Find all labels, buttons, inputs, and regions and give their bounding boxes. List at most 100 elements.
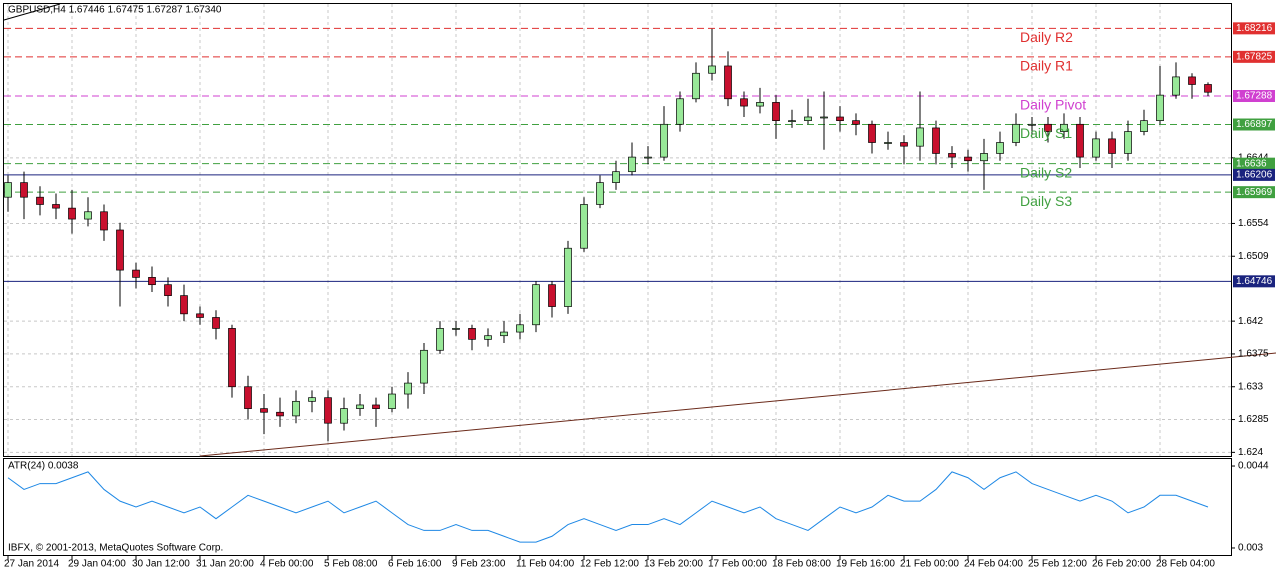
level-name: Daily R2 (1020, 29, 1073, 45)
candle-body (1060, 123, 1068, 132)
x-tick-label: 21 Feb 00:00 (900, 559, 959, 570)
candle-body (1012, 123, 1020, 143)
candle-body (36, 196, 44, 205)
candle-body (52, 204, 60, 209)
candle-body (900, 142, 908, 147)
y-tick-label: 1.624 (1238, 447, 1263, 458)
x-tick-label: 11 Feb 04:00 (516, 559, 575, 570)
indicator-title: ATR(24) 0.0038 (8, 461, 79, 472)
candle-body (804, 116, 812, 121)
candle-body (132, 269, 140, 278)
x-tick-label: 5 Feb 08:00 (324, 559, 378, 570)
candle-body (948, 153, 956, 158)
candle-body (1044, 123, 1052, 132)
candle-body (1108, 138, 1116, 154)
level-label: 1.67288 (1236, 91, 1273, 102)
x-tick-label: 28 Feb 04:00 (1156, 559, 1215, 570)
candle-body (756, 102, 764, 107)
candle-body (916, 127, 924, 147)
x-tick-label: 17 Feb 00:00 (708, 559, 767, 570)
candle-body (100, 211, 108, 231)
candle-body (628, 156, 636, 173)
candle-body (244, 386, 252, 409)
candle-body (596, 182, 604, 205)
x-tick-label: 6 Feb 16:00 (388, 559, 442, 570)
candle-body (436, 328, 444, 351)
y-tick-label: 1.6509 (1238, 251, 1269, 262)
level-name: Daily R1 (1020, 58, 1073, 74)
level-tag (1233, 186, 1275, 199)
x-tick-label: 13 Feb 20:00 (644, 559, 703, 570)
level-tag (1233, 22, 1275, 35)
level-label: 1.68216 (1236, 23, 1273, 34)
credit: IBFX, © 2001-2013, MetaQuotes Software C… (8, 543, 223, 554)
trend-line (199, 352, 1276, 457)
candle-body (276, 411, 284, 417)
x-tick-label: 31 Jan 20:00 (196, 559, 254, 570)
candle-body (612, 171, 620, 183)
level-label: 1.67825 (1236, 51, 1273, 62)
candle-body (788, 120, 796, 122)
candle-body (836, 116, 844, 121)
candle-body (4, 182, 12, 198)
candle-body (1172, 76, 1180, 96)
candle-body (340, 408, 348, 424)
level-tag (1233, 275, 1275, 288)
level-label: 1.6636 (1236, 158, 1267, 169)
candle-body (452, 328, 460, 330)
grid (4, 4, 1231, 456)
candle-body (772, 102, 780, 121)
level-name: Daily S2 (1020, 164, 1072, 180)
candle-body (68, 207, 76, 220)
candle-body (308, 397, 316, 402)
candle-body (196, 313, 204, 318)
candle-body (548, 284, 556, 307)
y-tick-label: 1.642 (1238, 316, 1263, 327)
candle-body (356, 404, 364, 409)
candle-body (516, 324, 524, 333)
candle-body (660, 123, 668, 158)
level-name: Daily S3 (1020, 193, 1072, 209)
y-tick-label: 1.6554 (1238, 218, 1269, 229)
y-tick-label: 1.633 (1238, 381, 1263, 392)
candle-body (532, 284, 540, 326)
candle-body (564, 247, 572, 307)
candle-body (1204, 84, 1212, 93)
x-tick-label: 26 Feb 20:00 (1092, 559, 1151, 570)
plot (4, 27, 1231, 543)
level-tag (1233, 50, 1275, 63)
atr-frame (3, 458, 1232, 556)
x-tick-label: 19 Feb 16:00 (836, 559, 895, 570)
candle-body (932, 127, 940, 154)
x-tick-label: 12 Feb 12:00 (580, 559, 639, 570)
candle-body (1092, 138, 1100, 158)
level-name: Daily Pivot (1020, 97, 1086, 113)
level-label: 1.66206 (1236, 170, 1273, 181)
y-tick-label: 1.6375 (1238, 349, 1269, 360)
main-frame (3, 3, 1232, 457)
x-tick-label: 25 Feb 12:00 (1028, 559, 1087, 570)
level-tag (1233, 168, 1275, 181)
candle-body (1188, 76, 1196, 85)
candle-body (228, 328, 236, 388)
candle-body (324, 397, 332, 424)
candle-body (212, 317, 220, 329)
candle-body (484, 335, 492, 340)
candle-body (164, 284, 172, 296)
x-tick-label: 9 Feb 23:00 (452, 559, 506, 570)
candle-body (1140, 120, 1148, 132)
candle-body (1028, 123, 1036, 126)
candle-body (260, 408, 268, 413)
candle-body (580, 204, 588, 249)
candle-body (740, 98, 748, 107)
y-tick-label: 0.003 (1238, 543, 1263, 554)
candle-body (1124, 131, 1132, 154)
x-tick-label: 29 Jan 04:00 (68, 559, 126, 570)
candle-body (676, 98, 684, 125)
candle-body (692, 72, 700, 100)
candle-body (180, 295, 188, 315)
level-name: Daily S1 (1020, 125, 1072, 141)
atr-line (7, 471, 1209, 543)
candle-body (372, 404, 380, 409)
level-label: 1.66897 (1236, 119, 1273, 130)
